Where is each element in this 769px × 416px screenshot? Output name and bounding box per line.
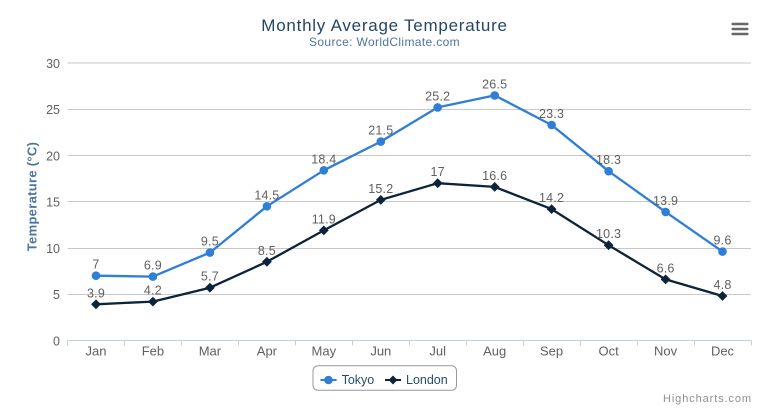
svg-text:Highcharts.com: Highcharts.com — [663, 393, 752, 405]
svg-text:Feb: Feb — [142, 344, 164, 359]
svg-text:13.9: 13.9 — [653, 194, 678, 208]
svg-text:Temperature (°C): Temperature (°C) — [25, 142, 40, 251]
svg-text:Tokyo: Tokyo — [342, 373, 375, 387]
svg-text:7: 7 — [92, 258, 99, 272]
svg-text:26.5: 26.5 — [482, 77, 507, 91]
svg-text:18.4: 18.4 — [311, 152, 336, 166]
svg-text:Nov: Nov — [654, 344, 678, 359]
svg-text:0: 0 — [53, 334, 60, 348]
svg-text:Apr: Apr — [257, 344, 278, 359]
svg-text:Jul: Jul — [429, 344, 446, 359]
svg-text:16.6: 16.6 — [482, 169, 507, 183]
svg-text:Aug: Aug — [483, 344, 506, 359]
svg-text:May: May — [312, 344, 337, 359]
svg-text:9.6: 9.6 — [714, 234, 732, 248]
svg-text:23.3: 23.3 — [539, 107, 564, 121]
svg-text:5.7: 5.7 — [201, 270, 219, 284]
svg-text:Jan: Jan — [86, 344, 107, 359]
svg-text:Mar: Mar — [199, 344, 222, 359]
svg-text:15: 15 — [46, 196, 60, 210]
svg-text:25.2: 25.2 — [425, 89, 450, 103]
svg-text:Jun: Jun — [370, 344, 391, 359]
svg-text:Dec: Dec — [711, 344, 735, 359]
svg-text:5: 5 — [53, 288, 60, 302]
svg-text:14.2: 14.2 — [539, 191, 564, 205]
svg-text:11.9: 11.9 — [312, 212, 336, 226]
svg-text:Sep: Sep — [540, 344, 563, 359]
svg-text:6.9: 6.9 — [144, 259, 162, 273]
svg-text:Oct: Oct — [598, 344, 619, 359]
svg-text:21.5: 21.5 — [368, 124, 393, 138]
svg-text:25: 25 — [46, 103, 60, 117]
svg-text:London: London — [406, 373, 448, 387]
svg-text:17: 17 — [431, 165, 445, 179]
svg-text:15.2: 15.2 — [368, 182, 393, 196]
svg-text:9.5: 9.5 — [201, 235, 219, 249]
svg-text:18.3: 18.3 — [596, 153, 621, 167]
svg-text:6.6: 6.6 — [657, 261, 675, 275]
svg-text:10.3: 10.3 — [596, 227, 621, 241]
svg-text:10: 10 — [46, 242, 60, 256]
svg-text:14.5: 14.5 — [254, 188, 279, 202]
svg-text:Source: WorldClimate.com: Source: WorldClimate.com — [309, 35, 460, 49]
svg-text:20: 20 — [46, 150, 60, 164]
svg-text:8.5: 8.5 — [258, 244, 276, 258]
svg-text:3.9: 3.9 — [87, 286, 105, 300]
svg-text:30: 30 — [46, 57, 60, 71]
svg-text:4.8: 4.8 — [714, 278, 732, 292]
svg-text:4.2: 4.2 — [144, 284, 162, 298]
svg-text:Monthly Average Temperature: Monthly Average Temperature — [261, 16, 507, 35]
